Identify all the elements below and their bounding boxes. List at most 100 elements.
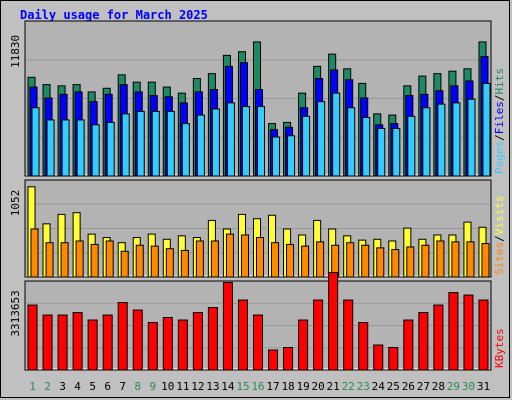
x-label-day-22: 22 <box>342 380 355 393</box>
bar-sites-day-4 <box>75 240 84 278</box>
x-label-day-12: 12 <box>191 380 204 393</box>
x-label-day-29: 29 <box>447 380 460 393</box>
bar-pages-day-9 <box>151 110 160 177</box>
x-label-day-26: 26 <box>402 380 415 393</box>
bar-kbytes-day-29 <box>448 292 459 371</box>
bar-kbytes-day-19 <box>298 319 309 371</box>
bar-kbytes-day-11 <box>177 319 188 371</box>
bar-pages-day-14 <box>226 102 235 177</box>
bar-pages-day-28 <box>437 103 446 177</box>
bar-sites-day-7 <box>120 250 129 278</box>
bar-sites-day-28 <box>436 240 445 278</box>
bar-kbytes-day-12 <box>192 312 203 371</box>
bar-sites-day-2 <box>45 242 54 278</box>
legend-item-1-0: Pages <box>493 141 506 174</box>
bar-pages-day-7 <box>121 113 130 177</box>
bar-sites-day-10 <box>165 248 174 278</box>
bar-kbytes-day-23 <box>358 322 369 371</box>
bar-sites-day-1 <box>30 228 39 278</box>
bar-pages-day-24 <box>377 127 386 177</box>
x-label-day-14: 14 <box>221 380 235 393</box>
bar-pages-day-31 <box>482 82 491 177</box>
x-label-day-24: 24 <box>372 380 386 393</box>
bar-pages-day-3 <box>61 119 70 177</box>
bar-pages-day-30 <box>467 98 476 177</box>
bar-sites-day-14 <box>225 233 234 278</box>
bar-kbytes-day-8 <box>132 309 143 371</box>
bar-pages-day-4 <box>76 119 85 177</box>
bar-pages-day-15 <box>241 106 250 177</box>
bar-pages-day-2 <box>46 119 55 177</box>
bar-kbytes-day-17 <box>268 349 279 371</box>
bar-sites-day-12 <box>195 240 204 278</box>
x-label-day-9: 9 <box>149 380 156 393</box>
bar-sites-day-18 <box>286 243 295 278</box>
bar-kbytes-day-2 <box>42 314 53 371</box>
x-label-day-17: 17 <box>266 380 279 393</box>
bar-kbytes-day-26 <box>403 319 414 371</box>
bar-pages-day-12 <box>196 114 205 177</box>
x-label-day-28: 28 <box>432 380 445 393</box>
bar-kbytes-day-9 <box>147 322 158 371</box>
legend-item-2-1: / <box>493 235 506 242</box>
bar-sites-day-26 <box>406 246 415 278</box>
legend-1: Pages/Files/Hits <box>493 68 506 174</box>
x-label-day-25: 25 <box>387 380 400 393</box>
legend-item-1-1: / <box>493 134 506 141</box>
bar-kbytes-day-4 <box>72 312 83 371</box>
bar-kbytes-day-21 <box>328 272 339 371</box>
x-label-day-20: 20 <box>312 380 325 393</box>
bar-sites-day-17 <box>271 242 280 278</box>
x-label-day-5: 5 <box>89 380 96 393</box>
x-label-day-16: 16 <box>251 380 264 393</box>
bar-kbytes-day-18 <box>283 347 294 371</box>
legend-2: Sites/Visits <box>493 196 506 276</box>
bar-kbytes-day-13 <box>207 307 218 371</box>
bar-sites-day-20 <box>316 241 325 278</box>
bar-pages-day-13 <box>211 108 220 177</box>
bar-kbytes-day-14 <box>222 282 233 371</box>
x-label-day-10: 10 <box>161 380 174 393</box>
bar-pages-day-26 <box>407 115 416 177</box>
bar-sites-day-19 <box>301 245 310 278</box>
bar-kbytes-day-20 <box>313 299 324 371</box>
bar-sites-day-13 <box>210 240 219 278</box>
bar-sites-day-31 <box>481 243 490 278</box>
bar-pages-day-22 <box>347 107 356 177</box>
bar-kbytes-day-6 <box>102 314 113 371</box>
x-label-day-15: 15 <box>236 380 249 393</box>
x-label-day-13: 13 <box>206 380 219 393</box>
x-label-day-30: 30 <box>462 380 475 393</box>
x-label-day-31: 31 <box>477 380 490 393</box>
bar-pages-day-21 <box>332 92 341 177</box>
legend-item-2-0: Sites <box>493 242 506 275</box>
legend-item-1-4: Hits <box>493 68 506 95</box>
bar-sites-day-9 <box>150 245 159 278</box>
bar-sites-day-6 <box>105 240 114 278</box>
bar-sites-day-22 <box>346 242 355 278</box>
bar-kbytes-day-16 <box>252 314 264 371</box>
bar-kbytes-day-1 <box>27 304 38 371</box>
bar-pages-day-8 <box>136 110 145 177</box>
bar-pages-day-19 <box>302 115 311 177</box>
x-label-day-21: 21 <box>327 380 340 393</box>
bar-kbytes-day-5 <box>87 319 98 371</box>
bar-kbytes-day-10 <box>162 317 173 371</box>
bar-sites-day-27 <box>421 244 430 278</box>
bar-kbytes-day-22 <box>343 299 354 371</box>
bar-sites-day-24 <box>376 247 385 278</box>
chart-title: Daily usage for March 2025 <box>20 8 208 22</box>
legend-item-1-2: Files <box>493 101 506 134</box>
bar-pages-day-10 <box>166 110 175 177</box>
x-label-day-1: 1 <box>29 380 36 393</box>
bar-sites-day-15 <box>240 234 249 278</box>
bar-kbytes-day-3 <box>57 314 68 371</box>
x-label-day-6: 6 <box>104 380 111 393</box>
bar-pages-day-11 <box>181 123 190 177</box>
bar-pages-day-17 <box>272 136 281 177</box>
bar-sites-day-16 <box>255 237 265 278</box>
y-max-label-2: 1052 <box>9 190 22 217</box>
x-label-day-11: 11 <box>176 380 189 393</box>
x-label-day-2: 2 <box>44 380 51 393</box>
bar-pages-day-18 <box>287 135 296 177</box>
